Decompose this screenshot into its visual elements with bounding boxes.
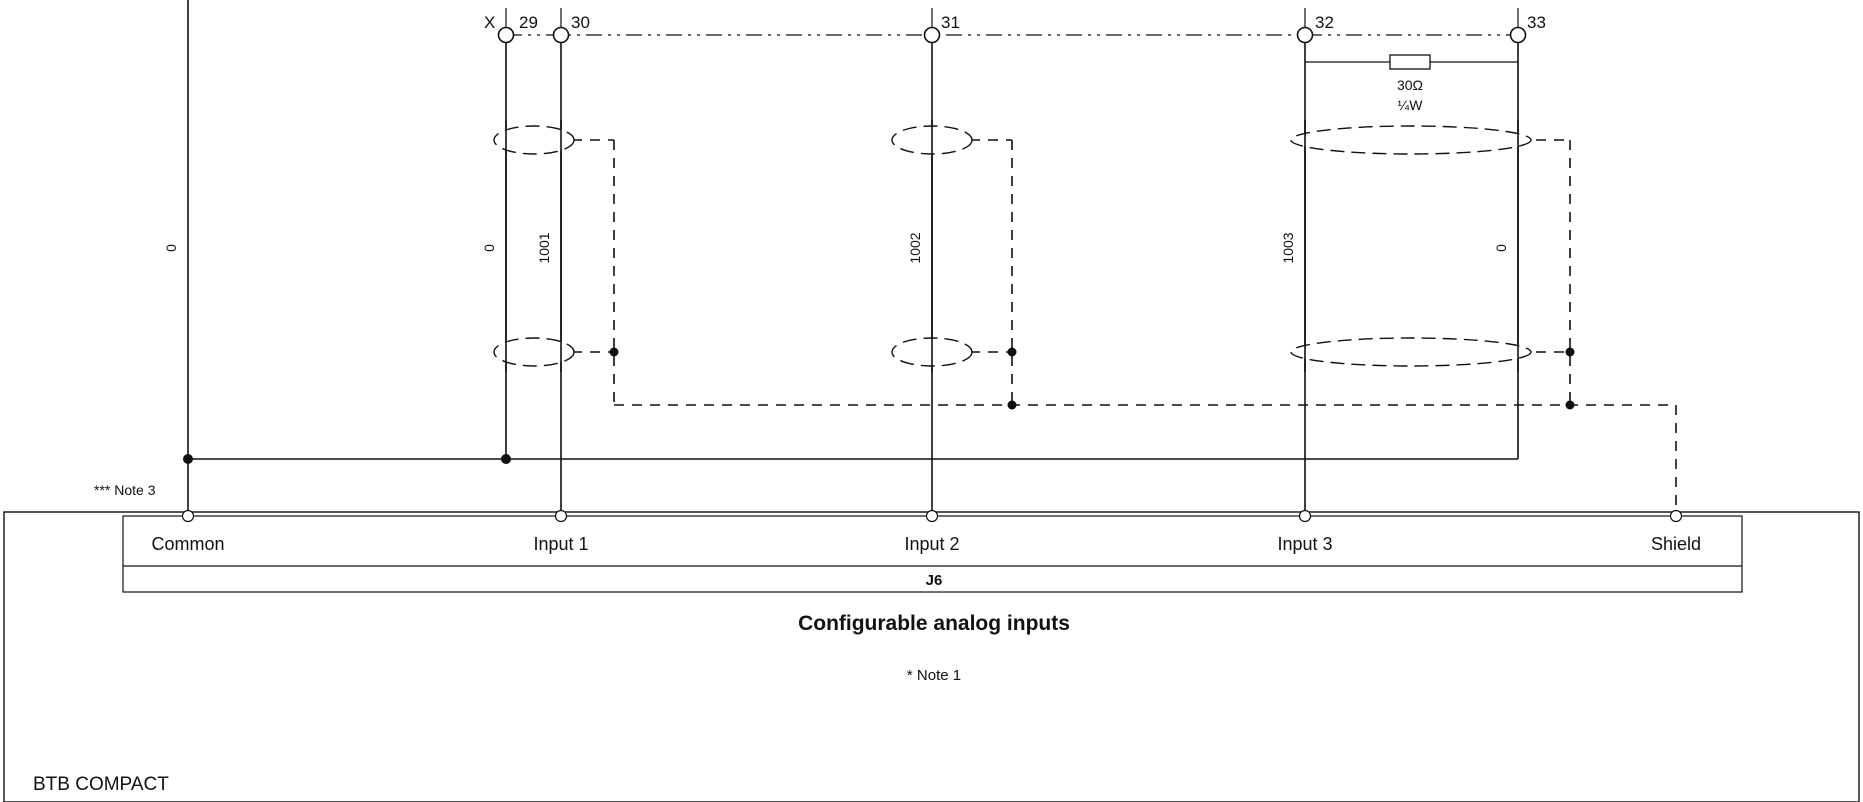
note-3-label: *** Note 3 [94, 482, 156, 498]
note-1-label: * Note 1 [907, 667, 961, 684]
terminal-marker-label: X [484, 13, 495, 32]
resistor-power-label: ¼W [1398, 97, 1424, 113]
module-pins [181, 509, 1683, 523]
wire-label-common: 0 [163, 244, 179, 252]
module-outline [3, 511, 1860, 802]
terminal-29-label: 29 [519, 13, 538, 32]
terminal-33-label: 33 [1527, 13, 1546, 32]
conductor-overlays [505, 120, 1519, 372]
shield-drain-lines [572, 139, 1677, 516]
wire-label-input1: 1001 [536, 232, 552, 263]
connector-label: J6 [926, 572, 943, 589]
shield-ellipse-3-top [1290, 125, 1532, 155]
shield-ellipse-1-bottom [493, 337, 575, 367]
pin-label-input2: Input 2 [904, 534, 959, 554]
module-title: Configurable analog inputs [798, 612, 1070, 635]
terminal-32-label: 32 [1315, 13, 1334, 32]
wire-label-input2: 1002 [907, 232, 923, 263]
terminal-31-label: 31 [941, 13, 960, 32]
wire-label-x29: 0 [481, 244, 497, 252]
terminal-ticks [505, 8, 1519, 35]
resistor-value-label: 30Ω [1397, 77, 1423, 93]
shield-ellipse-1-top [493, 125, 575, 155]
wire-label-input3: 1003 [1280, 232, 1296, 263]
junction-dots [183, 347, 1575, 464]
wire-label-x33: 0 [1493, 244, 1509, 252]
pin-label-input3: Input 3 [1277, 534, 1332, 554]
terminal-circles [497, 26, 1527, 44]
resistor [1305, 54, 1518, 70]
pin-label-input1: Input 1 [533, 534, 588, 554]
shield-ellipse-3-bottom [1290, 337, 1532, 367]
device-name-label: BTB COMPACT [33, 774, 169, 795]
pin-label-common: Common [151, 534, 224, 554]
terminal-30-label: 30 [571, 13, 590, 32]
pin-label-shield: Shield [1651, 534, 1701, 554]
